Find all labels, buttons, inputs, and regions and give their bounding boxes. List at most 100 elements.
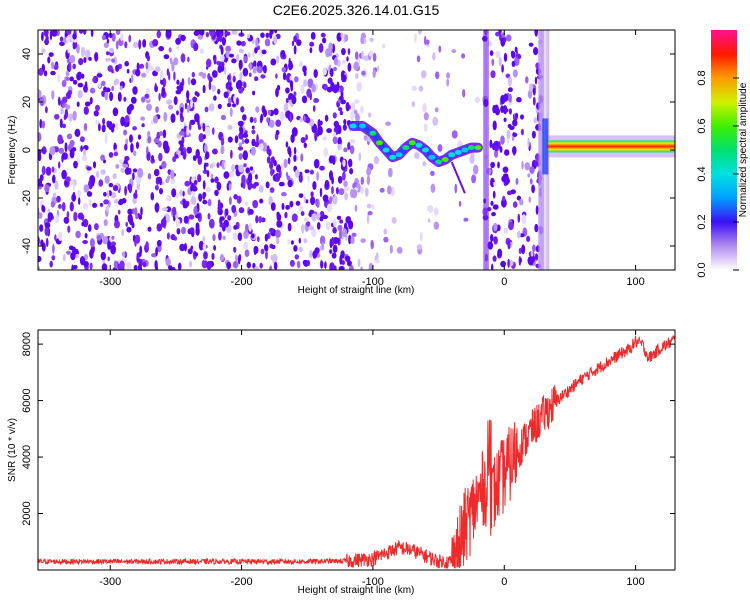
noise-point — [276, 84, 281, 91]
noise-point — [187, 56, 190, 63]
noise-point — [69, 54, 76, 64]
noise-point — [233, 95, 237, 103]
noise-point — [505, 175, 510, 186]
stable-tone-band — [546, 140, 675, 153]
noise-point — [348, 234, 352, 245]
noise-point — [285, 204, 290, 210]
noise-point — [163, 78, 167, 85]
noise-point — [533, 47, 539, 56]
noise-point — [248, 222, 252, 232]
noise-point — [201, 259, 208, 269]
noise-point — [127, 208, 133, 215]
noise-point — [385, 121, 391, 126]
noise-point — [83, 30, 87, 35]
noise-point — [344, 255, 351, 262]
noise-point — [290, 134, 295, 143]
noise-point — [239, 71, 243, 81]
noise-point — [83, 106, 89, 115]
noise-point — [168, 47, 172, 53]
noise-point — [38, 152, 42, 162]
noise-point — [201, 72, 207, 79]
noise-point — [176, 44, 180, 51]
noise-point — [202, 243, 207, 252]
noise-point — [96, 73, 103, 78]
noise-point — [350, 235, 355, 245]
noise-point — [294, 76, 299, 83]
noise-point — [83, 261, 89, 268]
noise-point — [498, 56, 502, 67]
noise-point — [231, 103, 237, 108]
noise-point — [251, 183, 257, 189]
noise-point — [190, 78, 197, 86]
noise-point — [206, 170, 210, 178]
noise-point — [188, 122, 192, 131]
signal-trace — [348, 121, 483, 194]
noise-point — [112, 123, 115, 129]
noise-point — [108, 47, 115, 54]
noise-point — [251, 138, 256, 147]
noise-point — [146, 146, 149, 155]
noise-point — [126, 68, 130, 74]
noise-point — [310, 196, 316, 205]
noise-point — [494, 149, 499, 158]
noise-point — [176, 110, 179, 116]
noise-point — [92, 77, 96, 83]
noise-point — [242, 150, 248, 161]
noise-point — [312, 105, 316, 112]
noise-point — [339, 95, 344, 101]
noise-point — [137, 263, 142, 270]
noise-point — [132, 172, 135, 181]
noise-point — [270, 58, 277, 66]
noise-point — [115, 122, 119, 131]
noise-point — [205, 31, 210, 38]
noise-point — [156, 239, 162, 247]
noise-point — [52, 174, 56, 184]
noise-point — [212, 234, 216, 242]
noise-point — [314, 252, 318, 257]
noise-point — [335, 187, 339, 195]
noise-point — [519, 257, 522, 263]
noise-point — [375, 252, 379, 262]
noise-point — [137, 134, 142, 140]
noise-point — [177, 262, 182, 270]
noise-point — [434, 107, 439, 113]
noise-point — [287, 222, 292, 232]
noise-point — [322, 67, 327, 76]
noise-point — [132, 86, 138, 95]
noise-point — [81, 221, 85, 227]
noise-point — [54, 214, 60, 224]
noise-point — [129, 134, 133, 143]
noise-point — [342, 124, 347, 131]
noise-point — [281, 66, 287, 73]
noise-point — [173, 71, 176, 81]
noise-point — [285, 110, 291, 119]
noise-point — [306, 260, 311, 266]
noise-point — [256, 236, 260, 243]
noise-point — [503, 173, 509, 178]
noise-point — [325, 48, 331, 58]
noise-point — [327, 77, 333, 84]
noise-point — [432, 52, 436, 61]
noise-point — [166, 232, 170, 240]
spectrogram-y-label: Frequency (Hz) — [7, 116, 18, 185]
noise-point — [232, 232, 238, 241]
noise-point — [131, 221, 135, 229]
noise-point — [342, 228, 348, 238]
noise-point — [282, 50, 286, 58]
noise-point — [193, 252, 199, 257]
noise-point — [526, 235, 531, 242]
noise-point — [227, 74, 231, 81]
noise-point — [165, 206, 172, 213]
noise-point — [106, 38, 110, 44]
noise-point — [511, 60, 516, 67]
noise-point — [260, 32, 265, 38]
noise-point — [168, 104, 174, 110]
noise-point — [503, 52, 508, 63]
noise-point — [219, 223, 225, 228]
noise-point — [236, 40, 242, 46]
signal-trace-point — [441, 157, 449, 163]
noise-point — [76, 72, 82, 81]
noise-point — [508, 93, 512, 103]
noise-point — [66, 133, 73, 140]
noise-point — [163, 111, 168, 122]
